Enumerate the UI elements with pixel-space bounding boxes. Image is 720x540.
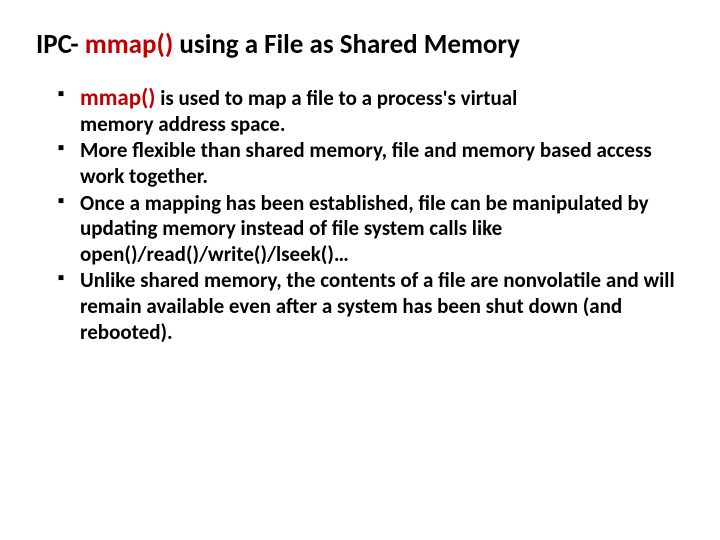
bullet-item-2: More flexible than shared memory, file a… (58, 138, 684, 189)
bullet-item-3: Once a mapping has been established, fil… (58, 191, 684, 268)
title-suffix: using a File as Shared Memory (173, 28, 520, 61)
bullet-item-1: mmap() is used to map a file to a proces… (58, 84, 684, 138)
bullet-1-cont: memory address space. (80, 112, 684, 138)
title-emph: mmap() (85, 28, 174, 61)
bullet-1-rest: is used to map a file to a process's vir… (155, 85, 517, 111)
bullet-item-4: Unlike shared memory, the contents of a … (58, 268, 684, 345)
bullet-list: mmap() is used to map a file to a proces… (36, 84, 684, 346)
title-prefix: IPC- (36, 28, 85, 61)
bullet-1-mmap: mmap() (80, 84, 155, 112)
slide-container: IPC- mmap() using a File as Shared Memor… (0, 0, 720, 540)
slide-title: IPC- mmap() using a File as Shared Memor… (36, 28, 684, 62)
